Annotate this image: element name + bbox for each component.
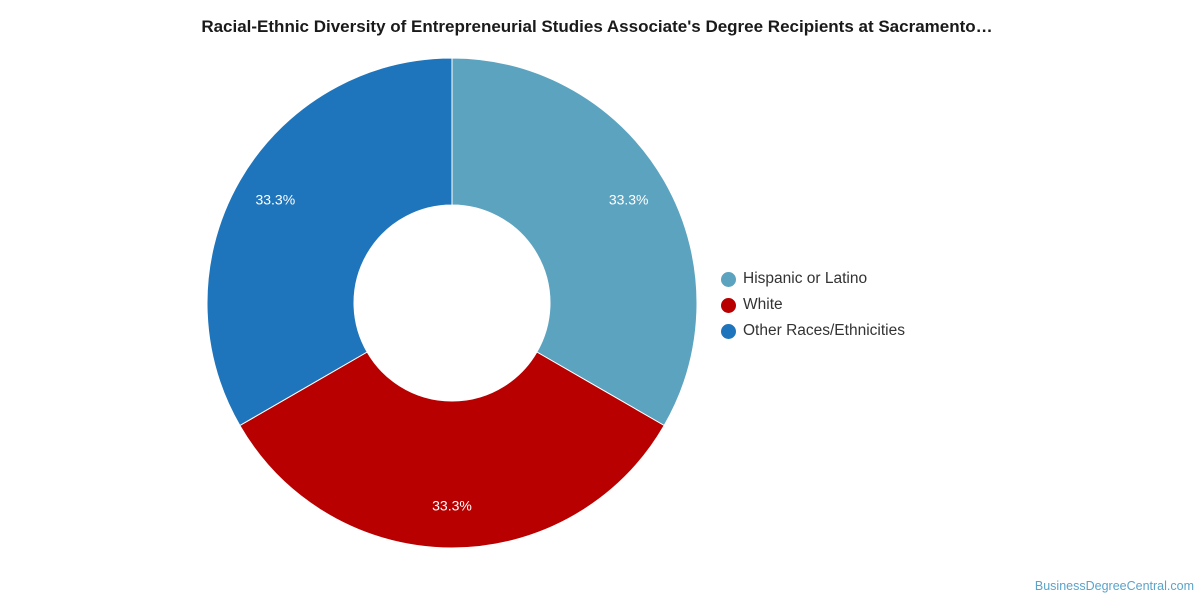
chart-title: Racial-Ethnic Diversity of Entrepreneuri…	[201, 17, 993, 36]
chart-legend: Hispanic or Latino White Other Races/Ethni…	[721, 266, 905, 344]
legend-label: Hispanic or Latino	[743, 270, 868, 287]
slice-2[interactable]	[206, 57, 453, 427]
legend-marker	[721, 323, 736, 339]
legend-item-0[interactable]: Hispanic or Latino	[721, 266, 905, 292]
legend-item-2[interactable]: Other Races/Ethnicities	[721, 318, 905, 344]
slice-label-0: 33.3%	[609, 192, 649, 208]
legend-label: Other Races/Ethnicities	[743, 322, 905, 339]
legend-marker	[721, 271, 736, 287]
source-credit[interactable]: BusinessDegreeCentral.com	[1034, 579, 1194, 593]
slice-label-1: 33.3%	[432, 498, 472, 514]
slice-1[interactable]	[239, 351, 665, 549]
slice-0[interactable]	[451, 57, 698, 427]
legend-label: White	[743, 296, 783, 313]
legend-marker	[721, 297, 736, 313]
slice-label-2: 33.3%	[255, 192, 295, 208]
legend-item-1[interactable]: White	[721, 292, 905, 318]
